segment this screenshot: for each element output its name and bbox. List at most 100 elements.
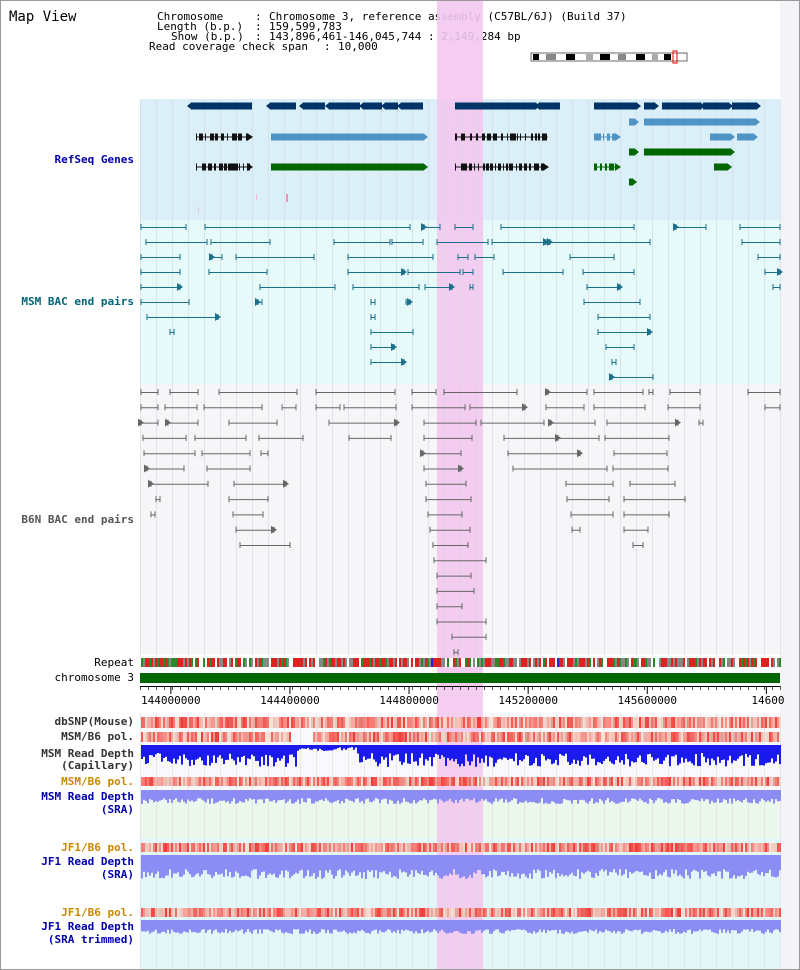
depth-bar xyxy=(285,920,287,932)
depth-bar xyxy=(491,855,493,878)
depth-bar xyxy=(501,745,503,760)
depth-bar xyxy=(159,855,161,879)
heat-cell xyxy=(349,717,351,728)
heat-cell xyxy=(549,843,551,852)
heat-cell xyxy=(583,843,585,852)
heat-cell xyxy=(407,777,409,786)
depth-bar xyxy=(205,790,207,803)
heat-cell xyxy=(407,908,409,917)
heat-cell xyxy=(515,732,517,742)
depth-bar xyxy=(729,920,731,934)
depth-bar xyxy=(569,920,571,934)
repeat-segment xyxy=(507,658,509,667)
heat-cell xyxy=(261,717,263,728)
heat-cell xyxy=(477,717,479,728)
heat-cell xyxy=(181,908,183,917)
depth-bar xyxy=(365,855,367,879)
repeat-segment xyxy=(441,658,443,667)
heat-cell xyxy=(265,843,267,852)
heat-cell xyxy=(479,717,481,728)
depth-bar xyxy=(701,790,703,799)
heat-cell xyxy=(775,843,777,852)
heat-cell xyxy=(559,777,561,786)
heat-cell xyxy=(769,843,771,852)
heat-cell xyxy=(389,717,391,728)
heat-cell xyxy=(341,843,343,852)
heat-cell xyxy=(547,717,549,728)
heat-cell xyxy=(597,843,599,852)
repeat-segment xyxy=(159,658,161,667)
repeat-segment xyxy=(587,658,589,667)
depth-bar xyxy=(389,745,391,754)
heat-cell xyxy=(233,777,235,786)
repeat-segment xyxy=(661,658,663,667)
repeat-segment xyxy=(453,658,455,667)
repeat-segment xyxy=(455,658,457,667)
heat-cell xyxy=(405,777,407,786)
depth-bar xyxy=(267,855,269,875)
repeat-segment xyxy=(373,658,375,667)
heat-cell xyxy=(259,732,261,742)
repeat-segment xyxy=(457,658,459,667)
depth-bar xyxy=(263,745,265,765)
depth-bar xyxy=(543,920,545,930)
heat-cell xyxy=(255,717,257,728)
repeat-segment xyxy=(149,658,151,667)
depth-bar xyxy=(555,920,557,930)
heat-cell xyxy=(767,908,769,917)
heat-cell xyxy=(605,777,607,786)
heat-cell xyxy=(689,908,691,917)
heat-cell xyxy=(665,732,667,742)
heat-cell xyxy=(687,843,689,852)
heat-cell xyxy=(199,908,201,917)
heat-cell xyxy=(511,777,513,786)
depth-bar xyxy=(145,920,147,932)
depth-bar xyxy=(261,920,263,934)
repeat-segment xyxy=(367,658,369,667)
heat-cell xyxy=(675,908,677,917)
heat-cell xyxy=(263,843,265,852)
repeat-segment xyxy=(315,658,317,667)
depth-bar xyxy=(679,790,681,801)
heat-cell xyxy=(743,843,745,852)
depth-bar xyxy=(731,790,733,804)
heat-cell xyxy=(373,843,375,852)
heat-cell xyxy=(373,777,375,786)
repeat-segment xyxy=(483,658,485,667)
bac-end xyxy=(271,525,277,534)
heat-cell xyxy=(221,732,223,742)
depth-bar xyxy=(691,920,693,934)
heat-cell xyxy=(545,732,547,742)
heat-cell xyxy=(679,843,681,852)
heat-cell xyxy=(467,732,469,742)
heat-cell xyxy=(285,717,287,728)
depth-bar xyxy=(571,855,573,873)
heat-cell xyxy=(363,732,365,742)
depth-bar xyxy=(593,745,595,759)
depth-bar xyxy=(259,745,261,767)
heat-cell xyxy=(399,908,401,917)
depth-bar xyxy=(661,920,663,934)
depth-bar xyxy=(547,855,549,877)
depth-bar xyxy=(589,745,591,755)
depth-bar xyxy=(245,745,247,766)
heat-cell xyxy=(183,732,185,742)
heat-cell xyxy=(325,908,327,917)
heat-cell xyxy=(451,843,453,852)
refseq-gene xyxy=(256,194,257,200)
heat-cell xyxy=(267,732,269,742)
repeat-segment xyxy=(339,658,341,667)
heat-cell xyxy=(207,732,209,742)
heat-cell xyxy=(515,908,517,917)
depth-bar xyxy=(367,790,369,799)
depth-bar xyxy=(725,745,727,767)
heat-cell xyxy=(723,717,725,728)
msm-b6-pol-strip-1 xyxy=(141,732,781,742)
depth-bar xyxy=(723,745,725,760)
heat-cell xyxy=(777,717,779,728)
depth-bar xyxy=(667,855,669,877)
refseq-gene xyxy=(266,102,271,110)
heat-cell xyxy=(169,717,171,728)
heat-cell xyxy=(295,717,297,728)
